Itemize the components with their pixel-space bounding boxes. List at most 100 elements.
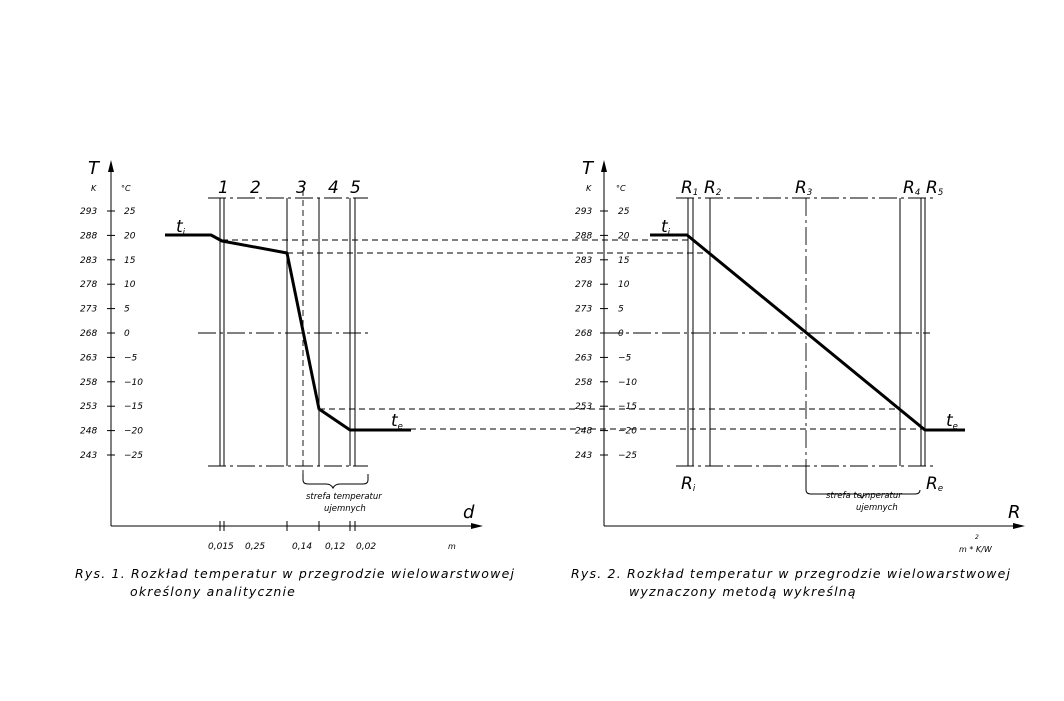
fig2-y-axis-arrow <box>601 160 607 172</box>
fig2-Ri-label: Ri <box>681 474 696 494</box>
fig1-ti-label: ti <box>176 217 186 238</box>
fig2-kelvin-tick-label: 278 <box>575 280 592 290</box>
fig2-zone-brace <box>805 470 921 500</box>
fig1-celsius-tick-label: −20 <box>124 427 143 437</box>
fig2-celsius-tick-label: 10 <box>618 280 630 290</box>
fig1-temperature-profile <box>165 233 411 432</box>
fig1-celsius-tick-label: −5 <box>124 353 138 363</box>
fig1-kelvin-tick-label: 258 <box>80 378 97 388</box>
fig1-thickness-3: 0,14 <box>292 542 312 552</box>
fig2-R1-label: R1 <box>681 178 698 198</box>
fig2-unit-K: K <box>586 184 592 193</box>
fig1-celsius-tick-label: −10 <box>124 378 143 388</box>
fig1-kelvin-tick-label: 273 <box>80 305 97 315</box>
fig2-celsius-tick-label: 15 <box>618 256 630 266</box>
fig1-kelvin-tick-label: 288 <box>80 231 97 241</box>
fig1-kelvin-tick-label: 283 <box>80 256 97 266</box>
fig1-temperature-ticks: 293 25 288 20 283 15 278 10 273 5 268 0 263 −5 258 −10 2… <box>80 207 143 461</box>
fig1-x-axis-arrow <box>471 523 483 529</box>
fig2-zone-label-line1: strefa temperatur <box>826 491 902 501</box>
fig2-axis-T-label: T <box>582 158 595 179</box>
fig2-kelvin-tick-label: 248 <box>575 427 592 437</box>
fig1-layer-5-label: 5 <box>350 178 361 198</box>
fig1-thickness-1: 0,015 <box>208 542 234 552</box>
fig2-celsius-tick-label: −15 <box>618 402 637 412</box>
fig2-ti-label: ti <box>661 217 671 238</box>
fig2-kelvin-tick-label: 253 <box>575 402 592 412</box>
fig2-Re-label: Re <box>926 474 943 494</box>
fig1-thickness-2: 0,25 <box>245 542 265 552</box>
fig1-kelvin-tick-label: 243 <box>80 451 97 461</box>
fig2-kelvin-tick-label: 288 <box>575 231 592 241</box>
fig1-y-axis-arrow <box>108 160 114 172</box>
fig1-layer-2-label: 2 <box>250 178 261 198</box>
fig1-celsius-tick-label: 25 <box>124 207 136 217</box>
fig1-axis-T-label: T <box>88 158 101 179</box>
fig2-celsius-tick-label: −25 <box>618 451 637 461</box>
fig1-celsius-tick-label: 10 <box>124 280 136 290</box>
fig2-kelvin-tick-label: 273 <box>575 305 592 315</box>
fig2-celsius-tick-label: 25 <box>618 207 630 217</box>
fig1-layer-1-label: 1 <box>218 178 229 198</box>
fig1-caption-line1: Rys. 1. Rozkład temperatur w przegrodzie… <box>75 566 515 581</box>
fig1-unit-K: K <box>91 184 97 193</box>
fig1-kelvin-tick-label: 268 <box>80 329 97 339</box>
fig2-kelvin-tick-label: 283 <box>575 256 592 266</box>
fig1-kelvin-tick-label: 253 <box>80 402 97 412</box>
fig2-celsius-tick-label: −20 <box>618 427 637 437</box>
fig1-kelvin-tick-label: 293 <box>80 207 97 217</box>
fig1-kelvin-tick-label: 263 <box>80 353 97 363</box>
fig1-axis-d-label: d <box>463 502 475 523</box>
fig2-celsius-tick-label: −5 <box>618 353 632 363</box>
fig1-celsius-tick-label: −25 <box>124 451 143 461</box>
fig1-thickness-5: 0,02 <box>356 542 376 552</box>
fig2-celsius-tick-label: 5 <box>618 305 624 315</box>
fig2-zone-label-line2: ujemnych <box>856 503 898 513</box>
fig1-celsius-tick-label: 20 <box>124 231 136 241</box>
fig2-te-label: te <box>946 411 958 432</box>
fig1-zone-label-line2: ujemnych <box>324 504 366 514</box>
fig2-axis-R-label: R <box>1008 502 1021 523</box>
fig2-celsius-tick-label: −10 <box>618 378 637 388</box>
fig2-kelvin-tick-label: 263 <box>575 353 592 363</box>
fig1-thickness-ticks <box>219 521 356 531</box>
fig1-zone-brace <box>302 474 369 490</box>
fig1-unit-C: °C <box>121 184 131 193</box>
projection-lines <box>222 239 925 430</box>
fig2-R4-label: R4 <box>903 178 920 198</box>
fig2-resistance-boundaries <box>676 197 935 476</box>
fig2-kelvin-tick-label: 258 <box>575 378 592 388</box>
fig2-temperature-profile <box>650 233 965 432</box>
fig2-kelvin-tick-label: 243 <box>575 451 592 461</box>
fig1-thickness-4: 0,12 <box>325 542 345 552</box>
fig2-R5-label: R5 <box>926 178 943 198</box>
fig1-kelvin-tick-label: 248 <box>80 427 97 437</box>
fig2-kelvin-tick-label: 268 <box>575 329 592 339</box>
fig1-celsius-tick-label: −15 <box>124 402 143 412</box>
fig2-unit-R-superscript: 2 <box>975 534 979 541</box>
fig1-caption-line2: określony analitycznie <box>130 584 296 599</box>
fig1-layer-3-label: 3 <box>296 178 307 198</box>
fig2-x-axis-arrow <box>1013 523 1025 529</box>
fig2-celsius-tick-label: 20 <box>618 231 630 241</box>
fig2-unit-C: °C <box>616 184 626 193</box>
fig2-caption-line1: Rys. 2. Rozkład temperatur w przegrodzie… <box>571 566 1011 581</box>
fig2-unit-R: m * K/W <box>959 545 993 554</box>
fig1-celsius-tick-label: 15 <box>124 256 136 266</box>
fig1-unit-m: m <box>448 542 456 551</box>
fig2-kelvin-tick-label: 293 <box>575 207 592 217</box>
fig2-temperature-ticks: 293 25 288 20 283 15 278 10 273 5 268 0 263 −5 258 −10 2… <box>575 207 637 461</box>
fig1-zone-label-line1: strefa temperatur <box>306 492 382 502</box>
fig1-celsius-tick-label: 5 <box>124 305 130 315</box>
fig1-celsius-tick-label: 0 <box>124 329 130 339</box>
fig1-te-label: te <box>391 411 403 432</box>
fig2-R2-label: R2 <box>704 178 721 198</box>
fig1-layer-boundaries <box>208 190 368 474</box>
fig2-R3-label: R3 <box>795 178 812 198</box>
fig2-caption-line2: wyznaczony metodą wykreślną <box>629 584 857 599</box>
fig1-kelvin-tick-label: 278 <box>80 280 97 290</box>
fig2-celsius-tick-label: 0 <box>618 329 624 339</box>
